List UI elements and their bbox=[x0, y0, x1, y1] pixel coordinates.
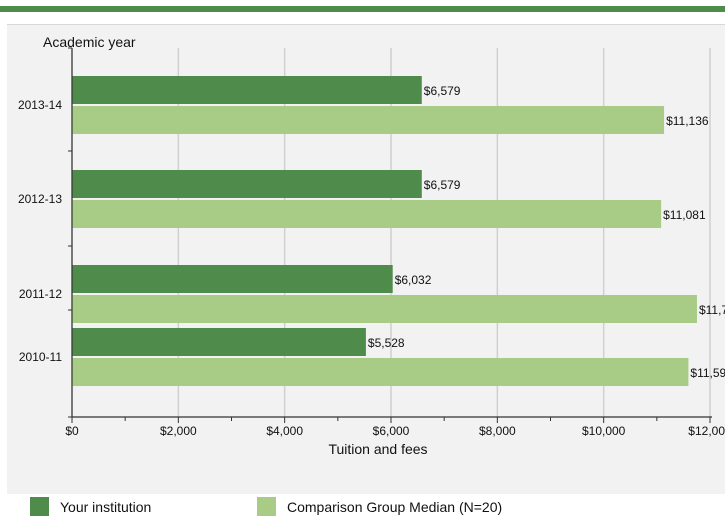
y-tick-label-2010-11: 2010-11 bbox=[19, 350, 62, 364]
bar-your-institution-2013-14 bbox=[72, 76, 422, 104]
bar-your-institution-2010-11 bbox=[72, 328, 366, 356]
data-label-comparison-2013-14: $11,136 bbox=[666, 114, 709, 128]
top-rule bbox=[0, 6, 725, 12]
data-label-comparison-2010-11: $11,594 bbox=[690, 366, 725, 380]
x-axis-title: Tuition and fees bbox=[328, 441, 427, 457]
x-tick-label-1: $2,000 bbox=[160, 424, 197, 438]
bar-comparison-2010-11 bbox=[72, 358, 689, 386]
bar-your-institution-2011-12 bbox=[72, 265, 393, 293]
data-label-comparison-2012-13: $11,081 bbox=[663, 208, 706, 222]
x-tick-label-2: $4,000 bbox=[266, 424, 303, 438]
chart: $6,579 $11,136 2013-14 $6,579 $11,081 2012-13… bbox=[18, 34, 725, 457]
y-tick-label-2013-14: 2013-14 bbox=[18, 98, 62, 112]
bar-comparison-2013-14 bbox=[72, 106, 665, 134]
x-tick-label-3: $6,000 bbox=[373, 424, 410, 438]
data-label-your-institution-2012-13: $6,579 bbox=[424, 178, 461, 192]
legend-label-comparison-group: Comparison Group Median (N=20) bbox=[287, 498, 503, 515]
data-label-your-institution-2010-11: $5,528 bbox=[368, 336, 405, 350]
data-label-comparison-2011-12: $11,755 bbox=[699, 303, 725, 317]
x-tick-label-0: $0 bbox=[65, 424, 79, 438]
y-axis-title: Academic year bbox=[43, 34, 136, 50]
bar-comparison-2011-12 bbox=[72, 295, 697, 323]
legend: Your institution Comparison Group Median… bbox=[0, 494, 725, 516]
bar-comparison-2012-13 bbox=[72, 200, 662, 228]
data-label-your-institution-2013-14: $6,579 bbox=[424, 84, 461, 98]
legend-item-your-institution: Your institution bbox=[30, 497, 151, 516]
legend-swatch-your-institution bbox=[30, 497, 49, 516]
x-tick-label-5: $10,000 bbox=[582, 424, 626, 438]
y-tick-label-2011-12: 2011-12 bbox=[19, 287, 62, 301]
x-tick-label-4: $8,000 bbox=[479, 424, 516, 438]
y-tick-label-2012-13: 2012-13 bbox=[18, 192, 62, 206]
bar-your-institution-2012-13 bbox=[72, 170, 422, 198]
x-tick-label-6: $12,000 bbox=[688, 424, 725, 438]
legend-swatch-comparison-group bbox=[257, 497, 276, 516]
legend-label-your-institution: Your institution bbox=[60, 498, 152, 515]
data-label-your-institution-2011-12: $6,032 bbox=[395, 273, 432, 287]
legend-item-comparison-group: Comparison Group Median (N=20) bbox=[257, 497, 502, 516]
